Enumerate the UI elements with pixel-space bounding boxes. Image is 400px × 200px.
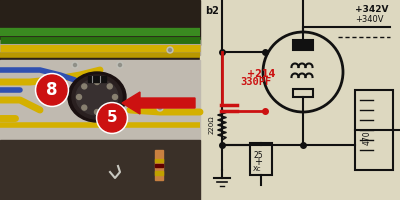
Circle shape [96, 102, 128, 134]
Bar [250, 143, 272, 175]
Bar [155, 159, 163, 162]
Circle shape [168, 48, 172, 51]
Circle shape [72, 62, 78, 68]
Circle shape [98, 104, 126, 132]
Text: 8: 8 [46, 81, 58, 99]
Bar [0, 0, 200, 200]
Text: +: + [254, 157, 262, 167]
Ellipse shape [76, 79, 118, 115]
Circle shape [157, 105, 163, 111]
Bar [0, 0, 200, 45]
Bar [155, 150, 163, 180]
Text: 25: 25 [254, 150, 264, 160]
Circle shape [76, 95, 82, 99]
Bar [355, 90, 393, 170]
Ellipse shape [72, 75, 122, 119]
FancyArrow shape [122, 92, 195, 114]
Circle shape [94, 79, 100, 84]
Circle shape [107, 105, 112, 110]
Bar [200, 0, 400, 200]
Text: 220Ω: 220Ω [209, 116, 215, 134]
Circle shape [107, 84, 112, 89]
Bar [293, 89, 313, 97]
Text: 330PF: 330PF [240, 77, 271, 87]
Circle shape [36, 73, 68, 106]
Text: Xc: Xc [253, 166, 262, 172]
Text: +214: +214 [247, 69, 275, 79]
Bar [155, 164, 163, 167]
Bar [155, 171, 163, 175]
Circle shape [118, 64, 122, 66]
Text: +342V: +342V [355, 4, 388, 14]
Circle shape [167, 47, 173, 53]
Circle shape [94, 110, 100, 114]
Bar [0, 60, 200, 140]
Circle shape [74, 64, 76, 66]
Circle shape [82, 84, 87, 89]
Ellipse shape [68, 72, 126, 122]
Circle shape [82, 105, 87, 110]
Text: +340V: +340V [355, 16, 384, 24]
Circle shape [112, 95, 118, 99]
Bar [0, 40, 200, 55]
Bar [293, 40, 313, 50]
Circle shape [117, 62, 123, 68]
Text: 470: 470 [363, 131, 372, 145]
Circle shape [158, 106, 162, 110]
Text: 5: 5 [107, 110, 117, 126]
Bar [88, 76, 106, 82]
Bar [0, 140, 200, 200]
Text: b2: b2 [205, 6, 219, 16]
Circle shape [37, 75, 67, 105]
